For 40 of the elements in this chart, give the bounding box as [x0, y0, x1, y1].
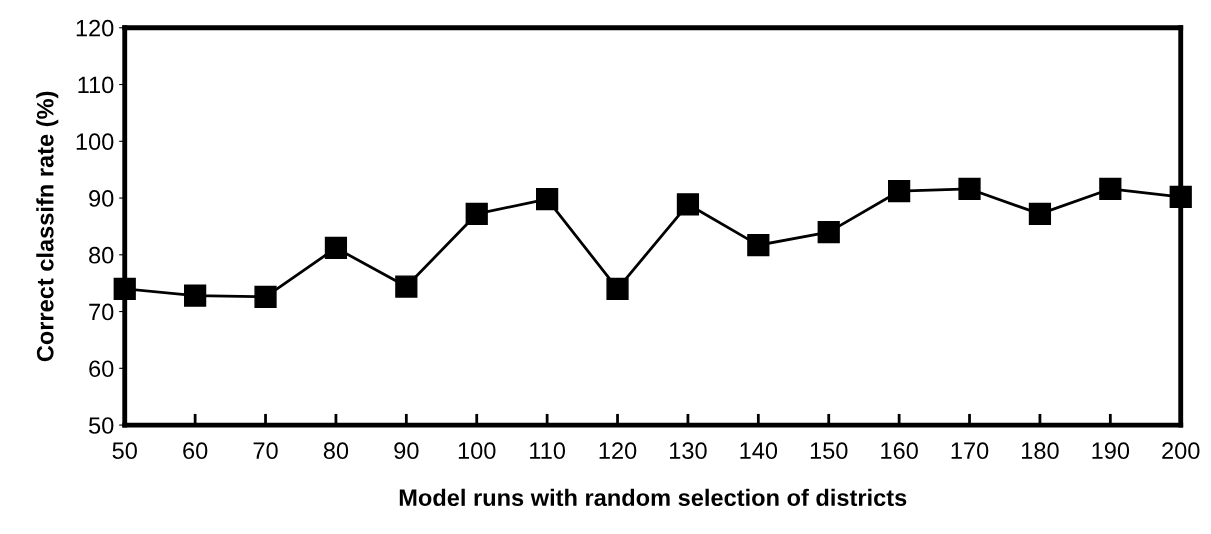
point [254, 285, 277, 308]
y-tick-label: 110 [78, 76, 114, 94]
point [324, 236, 348, 260]
x-tick-label: 120 [599, 442, 637, 460]
point [536, 188, 559, 211]
point [676, 193, 700, 216]
y-tick-label: 100 [76, 133, 114, 151]
point [184, 284, 207, 307]
point [395, 275, 418, 298]
y-tick-label: 50 [89, 417, 114, 434]
point [888, 180, 911, 203]
point [606, 277, 629, 300]
x-tick-label: 80 [323, 442, 349, 460]
y-tick-label: 70 [89, 303, 114, 321]
x-tick-label: 140 [740, 442, 778, 460]
point [747, 234, 770, 257]
x-tick-label: 50 [112, 442, 137, 460]
y-axis-title: Correct classifn rate (%) [36, 91, 59, 362]
x-tick-label: 90 [394, 442, 419, 460]
point [1099, 177, 1122, 201]
x-axis-title: Model runs with random selection of districts [399, 488, 907, 507]
y-tick-label: 60 [89, 360, 114, 378]
x-tick-label: 150 [810, 442, 848, 460]
x-tick-label: 180 [1022, 442, 1059, 460]
x-tick-label: 130 [670, 442, 707, 460]
point [817, 220, 840, 244]
point [465, 202, 488, 226]
x-tick-label: 100 [458, 442, 496, 460]
x-tick-label: 190 [1092, 442, 1130, 460]
point [958, 177, 981, 201]
x-tick-label: 200 [1162, 442, 1200, 460]
y-tick-label: 120 [76, 19, 114, 37]
x-tick-label: 60 [183, 442, 208, 460]
y-tick-label: 90 [89, 190, 114, 207]
point [1028, 202, 1052, 226]
x-tick-label: 160 [881, 442, 918, 460]
x-tick-label: 70 [253, 442, 278, 460]
x-tick-label: 170 [951, 442, 989, 460]
x-tick-label: 110 [530, 442, 566, 460]
y-tick-label: 80 [89, 246, 114, 264]
